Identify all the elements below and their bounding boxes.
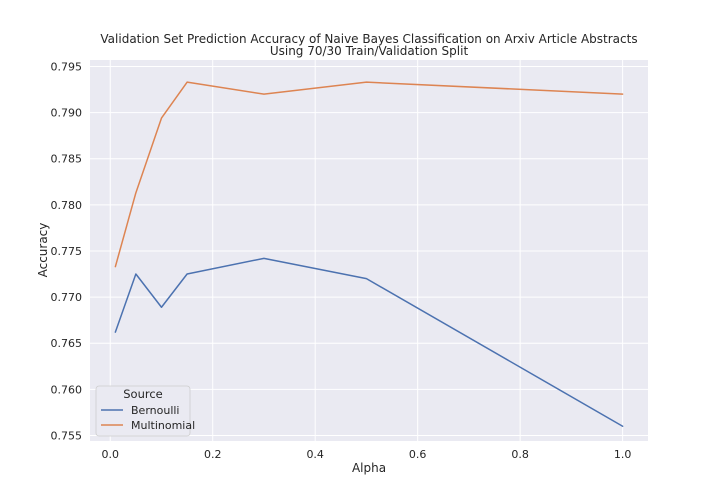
x-tick-label: 0.4	[306, 448, 324, 461]
y-tick-label: 0.760	[51, 383, 83, 396]
y-tick-label: 0.770	[51, 291, 83, 304]
legend-title: Source	[123, 387, 163, 401]
y-tick-label: 0.785	[51, 153, 83, 166]
y-tick-label: 0.790	[51, 107, 83, 120]
legend-box	[95, 385, 191, 437]
y-tick-label: 0.795	[51, 60, 83, 73]
legend-label-multinomial: Multinomial	[131, 419, 195, 432]
y-tick-label: 0.780	[51, 199, 83, 212]
x-axis-label: Alpha	[352, 461, 386, 475]
chart-title-line-1: Validation Set Prediction Accuracy of Na…	[100, 32, 637, 46]
x-tick-labels: 0.0 0.2 0.4 0.6 0.8 1.0	[101, 448, 631, 461]
grid	[90, 60, 648, 441]
chart-title-line-2: Using 70/30 Train/Validation Split	[270, 44, 469, 58]
y-tick-label: 0.775	[51, 245, 83, 258]
x-tick-label: 0.6	[409, 448, 427, 461]
y-axis-label: Accuracy	[36, 223, 50, 278]
series-line-multinomial	[114, 81, 624, 268]
y-tick-label: 0.765	[51, 337, 83, 350]
y-tick-label: 0.755	[51, 429, 83, 442]
x-tick-label: 1.0	[614, 448, 632, 461]
series-lines	[114, 81, 624, 427]
x-tick-label: 0.0	[101, 448, 119, 461]
series-line-bernoulli	[114, 257, 624, 427]
x-tick-label: 0.8	[511, 448, 529, 461]
legend-label-bernoulli: Bernoulli	[131, 404, 180, 417]
legend: Source Bernoulli Multinomial	[95, 385, 195, 437]
x-tick-label: 0.2	[204, 448, 222, 461]
y-tick-labels: 0.755 0.760 0.765 0.770 0.775 0.780 0.785 0.790…	[51, 60, 83, 442]
